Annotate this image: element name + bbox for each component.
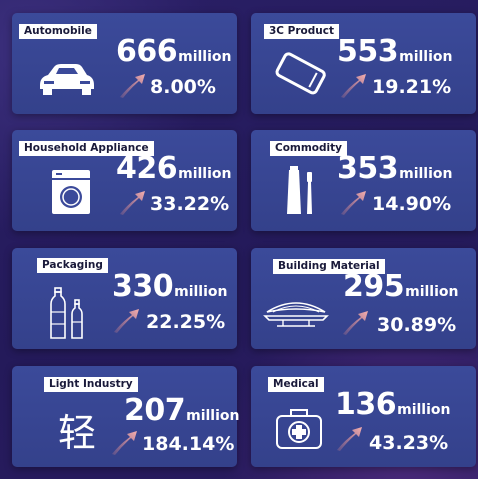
- smartphone-icon: [265, 51, 329, 101]
- trend-up-arrow-icon: [112, 431, 137, 455]
- card-growth: 8.00%: [150, 76, 216, 98]
- car-icon: [34, 51, 98, 101]
- trend-up-arrow-icon: [337, 427, 362, 451]
- trend-up-arrow-icon: [120, 191, 145, 215]
- card-value: 207million: [124, 393, 240, 428]
- card-3c-product: 3C Product 553million 19.21%: [251, 13, 476, 114]
- card-household-appliance: Household Appliance 426million 33.22%: [12, 130, 237, 231]
- trend-up-arrow-icon: [120, 74, 145, 98]
- card-building-material: Building Material 295million 30.89%: [251, 248, 476, 349]
- card-value: 553million: [337, 34, 453, 69]
- card-label: 3C Product: [264, 24, 339, 39]
- trend-up-arrow-icon: [341, 74, 366, 98]
- card-growth: 43.23%: [369, 432, 449, 454]
- medical-kit-icon: [273, 406, 325, 450]
- card-label: Packaging: [37, 258, 108, 273]
- card-growth: 19.21%: [372, 76, 452, 98]
- card-label: Commodity: [270, 141, 347, 156]
- trend-up-arrow-icon: [341, 191, 366, 215]
- card-value: 136million: [335, 387, 451, 422]
- trend-up-arrow-icon: [114, 309, 139, 333]
- bottles-icon: [48, 284, 92, 340]
- washing-machine-icon: [46, 166, 96, 216]
- trend-up-arrow-icon: [343, 311, 368, 335]
- card-value: 353million: [337, 151, 453, 186]
- card-value: 330million: [112, 269, 228, 304]
- card-commodity: Commodity 353million 14.90%: [251, 130, 476, 231]
- card-value: 666million: [116, 34, 232, 69]
- card-growth: 22.25%: [146, 311, 226, 333]
- card-packaging: Packaging 330million 22.25%: [12, 248, 237, 349]
- card-label: Medical: [268, 377, 324, 392]
- card-light-industry: Light Industry 轻 207million 184.14%: [12, 366, 240, 467]
- toothbrush-toothpaste-icon: [281, 164, 321, 218]
- card-growth: 184.14%: [142, 433, 235, 455]
- card-automobile: Automobile 666million 8.00%: [12, 13, 237, 114]
- card-value: 426million: [116, 151, 232, 186]
- card-growth: 30.89%: [377, 314, 457, 336]
- card-label: Light Industry: [44, 377, 138, 392]
- qing-character-icon: 轻: [58, 411, 97, 455]
- card-growth: 14.90%: [372, 193, 452, 215]
- card-growth: 33.22%: [150, 193, 230, 215]
- card-medical: Medical 136million 43.23%: [251, 366, 476, 467]
- card-value: 295million: [343, 269, 459, 304]
- card-label: Building Material: [273, 259, 385, 274]
- card-label: Automobile: [19, 24, 97, 39]
- card-label: Household Appliance: [19, 141, 154, 156]
- stadium-roof-icon: [263, 294, 329, 328]
